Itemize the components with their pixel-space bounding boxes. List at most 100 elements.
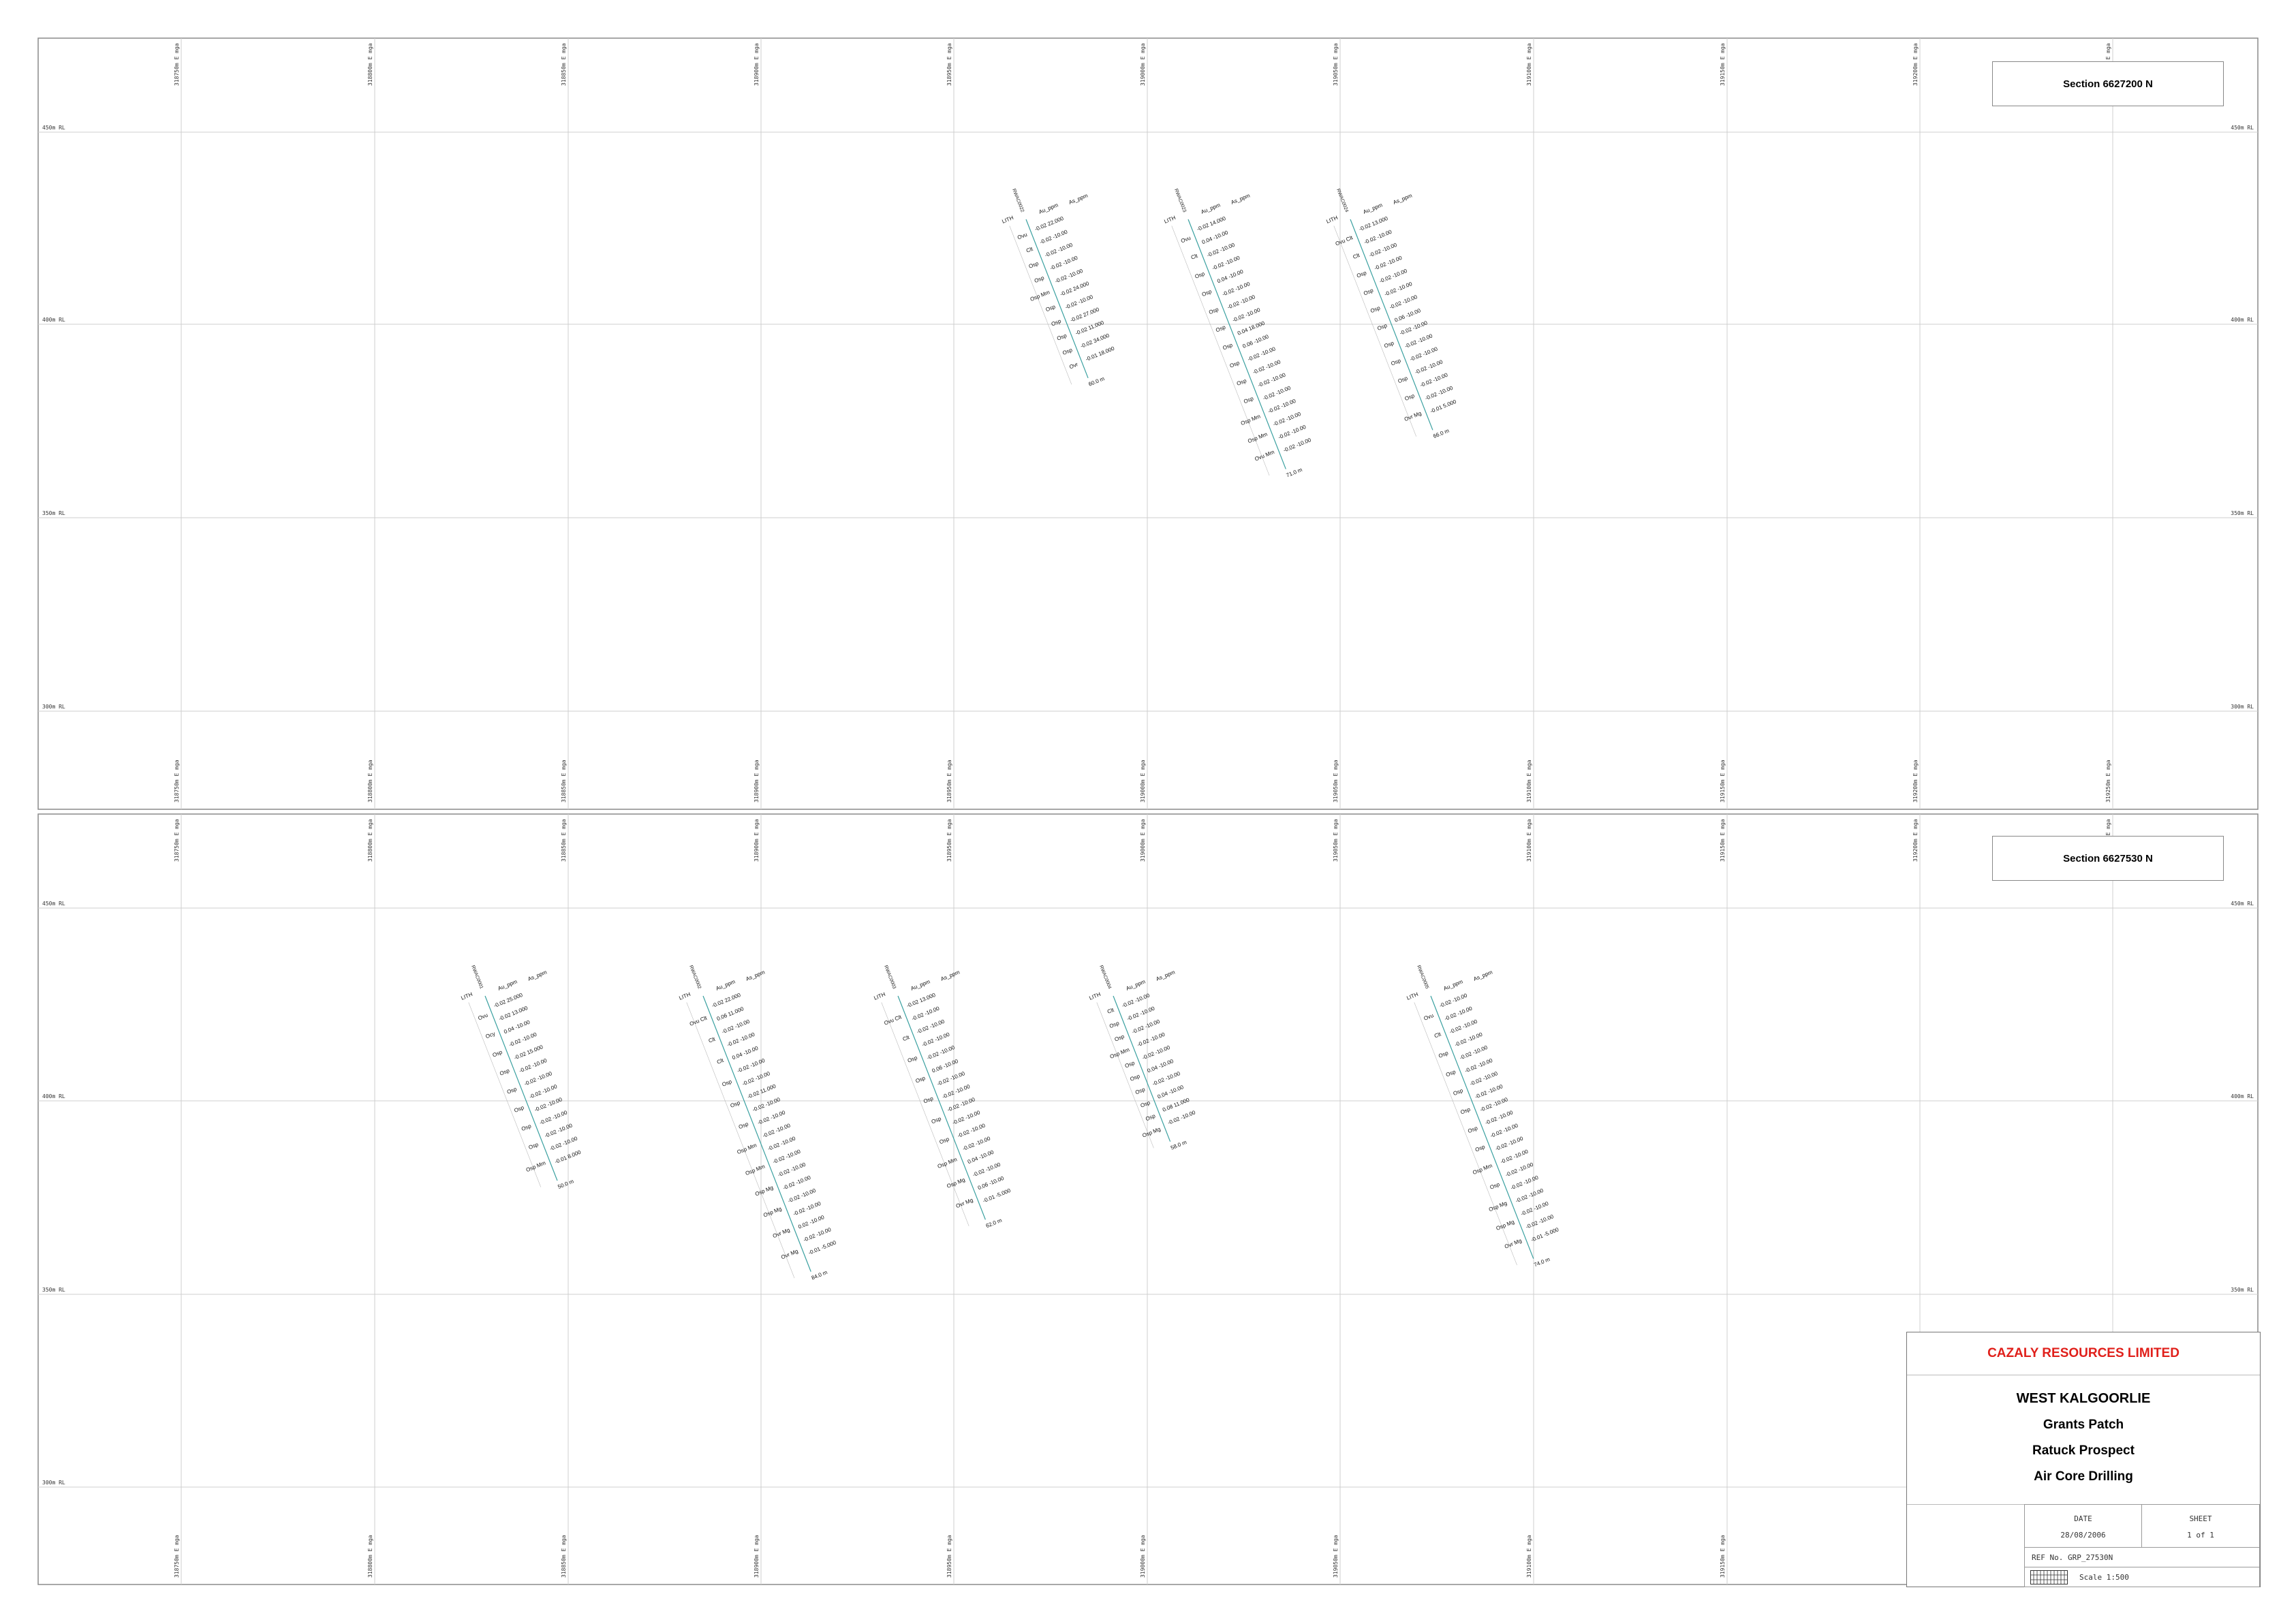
lithology-label: Clt bbox=[1352, 252, 1361, 260]
lithology-label: Osp bbox=[1390, 358, 1401, 367]
lithology-label: Ovu Clt bbox=[689, 1014, 709, 1027]
lithology-label: Osp bbox=[506, 1086, 518, 1095]
lithology-label: Osp bbox=[1243, 395, 1254, 405]
assay-label: -0.02 -10.00 bbox=[523, 1070, 553, 1087]
easting-label: 319100m E mga bbox=[1526, 43, 1532, 86]
lithology-label: Osp Mg bbox=[754, 1185, 774, 1198]
lithology-label: Osp bbox=[1061, 347, 1073, 356]
hole-id: RWAC0022 bbox=[1011, 188, 1025, 213]
lithology-label: Osp bbox=[738, 1121, 749, 1130]
scale-bar-icon bbox=[2030, 1570, 2068, 1584]
assay-label: -0.02 -10.00 bbox=[1444, 1005, 1474, 1022]
assay-label: -0.02 -10.00 bbox=[1454, 1031, 1484, 1048]
assay-label: 0.04 -10.00 bbox=[1157, 1084, 1185, 1100]
assay-label: -0.02 -10.00 bbox=[1368, 242, 1398, 259]
assay-label: -0.02 -10.00 bbox=[957, 1122, 987, 1139]
easting-label: 319000m E mga bbox=[1140, 819, 1146, 862]
assay-label: -0.02 -10.00 bbox=[787, 1187, 817, 1204]
lithology-label: Ovu bbox=[477, 1012, 488, 1022]
assay-label: -0.02 -10.00 bbox=[548, 1135, 578, 1152]
lithology-label: Osp bbox=[1044, 303, 1056, 313]
assay-column-line bbox=[1414, 1002, 1517, 1266]
drill-hole-rwac0022: RWAC0022LITHAu_ppmAs_ppmOvuCltOspOspOsp … bbox=[1001, 188, 1115, 388]
drill-hole-rwac0023: RWAC0023 LITH Au_ppm As_ppm Ovu Clt Osp Osp Osp O… bbox=[1163, 188, 1312, 478]
header-label: As_ppm bbox=[940, 969, 961, 982]
ref-cell: REF No. GRP_27530N bbox=[2024, 1547, 2260, 1567]
easting-label: 319100m E mga bbox=[1526, 760, 1532, 802]
sheet-label: SHEET bbox=[2189, 1514, 2212, 1523]
lithology-label: Osp bbox=[907, 1055, 918, 1064]
assay-label: -0.02 15.000 bbox=[513, 1044, 544, 1061]
lithology-label: Ovu Mm bbox=[1254, 449, 1275, 463]
easting-label: 319050m E mga bbox=[1333, 1535, 1339, 1578]
assay-label: -0.02 27.000 bbox=[1070, 306, 1101, 323]
lithology-label: Osp bbox=[938, 1136, 950, 1145]
assay-label: -0.02 -10.00 bbox=[911, 1005, 941, 1022]
rl-label: 350m RL bbox=[2231, 510, 2254, 516]
assay-label: -0.02 -10.00 bbox=[772, 1149, 802, 1166]
easting-label: 319050m E mga bbox=[1333, 819, 1339, 862]
header-label: Au_ppm bbox=[1442, 978, 1463, 992]
rl-label: 350m RL bbox=[42, 510, 65, 516]
assay-label: -0.02 -10.00 bbox=[1267, 398, 1297, 415]
lithology-label: Osp Mm bbox=[937, 1156, 959, 1170]
hole-trace bbox=[1350, 219, 1433, 431]
lithology-label: Ovu Clt bbox=[1335, 234, 1354, 247]
rl-label: 300m RL bbox=[42, 1480, 65, 1486]
assay-label: -0.02 -10.00 bbox=[1384, 281, 1414, 298]
lithology-label: Osp bbox=[1215, 324, 1226, 333]
assay-label: -0.02 -10.00 bbox=[1121, 992, 1151, 1009]
assay-label: -0.02 -10.00 bbox=[916, 1018, 946, 1035]
easting-label: 318900m E mga bbox=[754, 1535, 760, 1578]
rl-label: 450m RL bbox=[42, 901, 65, 907]
end-of-hole-depth: 60.0 m bbox=[1087, 375, 1105, 388]
assay-label: 0.04 -10.00 bbox=[1201, 230, 1229, 246]
easting-label: 319200m E mga bbox=[1912, 43, 1919, 86]
easting-label: 318800m E mga bbox=[367, 760, 373, 802]
lithology-label: Clt bbox=[716, 1057, 725, 1065]
assay-label: -0.02 -10.00 bbox=[952, 1109, 982, 1126]
assay-label: -0.02 -10.00 bbox=[1131, 1018, 1161, 1035]
lithology-label: Osp bbox=[1363, 287, 1374, 296]
end-of-hole-depth: 50.0 m bbox=[557, 1178, 574, 1190]
assay-label: -0.02 -10.00 bbox=[1378, 268, 1408, 285]
assay-label: -0.02 -10.00 bbox=[1272, 411, 1302, 428]
lithology-label: Osp bbox=[1356, 270, 1367, 279]
hole-id: RWAC0024 bbox=[1335, 188, 1349, 213]
hole-trace bbox=[1188, 219, 1286, 469]
lithology-label: Clt bbox=[1433, 1031, 1442, 1039]
easting-label: 318850m E mga bbox=[561, 1535, 567, 1578]
assay-label: 0.04 -10.00 bbox=[1216, 268, 1244, 285]
header-label: LITH bbox=[873, 991, 886, 1001]
easting-label: 319000m E mga bbox=[1140, 1535, 1146, 1578]
lithology-label: Osp bbox=[1124, 1060, 1136, 1069]
lithology-label: Osp bbox=[1051, 318, 1062, 328]
lithology-label: Osp bbox=[1445, 1068, 1457, 1078]
assay-label: -0.02 -10.00 bbox=[1389, 294, 1418, 311]
title-block-details: DATE 28/08/2006 SHEET 1 of 1 REF No. GRP… bbox=[2024, 1504, 2260, 1587]
assay-label: -0.02 -10.00 bbox=[1167, 1109, 1197, 1126]
hole-id: RWAC0005 bbox=[1416, 965, 1429, 990]
assay-label: -0.02 -10.00 bbox=[972, 1161, 1002, 1178]
assay-label: -0.02 -10.00 bbox=[1419, 372, 1449, 389]
lithology-label: Osp Mm bbox=[1240, 413, 1262, 426]
assay-label: -0.02 -10.00 bbox=[1126, 1005, 1156, 1022]
assay-label: -0.02 -10.00 bbox=[721, 1018, 751, 1035]
lithology-label: Osp bbox=[1376, 322, 1388, 332]
lithology-label: Osp bbox=[1474, 1144, 1486, 1153]
end-of-hole-depth: 62.0 m bbox=[985, 1217, 1003, 1230]
assay-label: -0.02 34.000 bbox=[1080, 332, 1111, 349]
lithology-label: Osp Mg bbox=[1495, 1219, 1515, 1232]
assay-label: -0.02 -10.00 bbox=[803, 1226, 833, 1243]
lithology-label: Osp bbox=[1467, 1125, 1478, 1134]
lithology-label: Osp bbox=[931, 1115, 942, 1125]
lithology-label: Ocy bbox=[484, 1031, 496, 1040]
easting-label: 318950m E mga bbox=[946, 1535, 952, 1578]
lithology-label: Osp bbox=[1108, 1020, 1120, 1029]
easting-label: 319000m E mga bbox=[1140, 760, 1146, 802]
assay-label: -0.02 -10.00 bbox=[1247, 345, 1277, 362]
title-block: CAZALY RESOURCES LIMITED WEST KALGOORLIE… bbox=[1906, 1332, 2261, 1587]
hole-id: RWAC0001 bbox=[470, 965, 484, 990]
assay-label: -0.02 -10.00 bbox=[544, 1122, 574, 1139]
